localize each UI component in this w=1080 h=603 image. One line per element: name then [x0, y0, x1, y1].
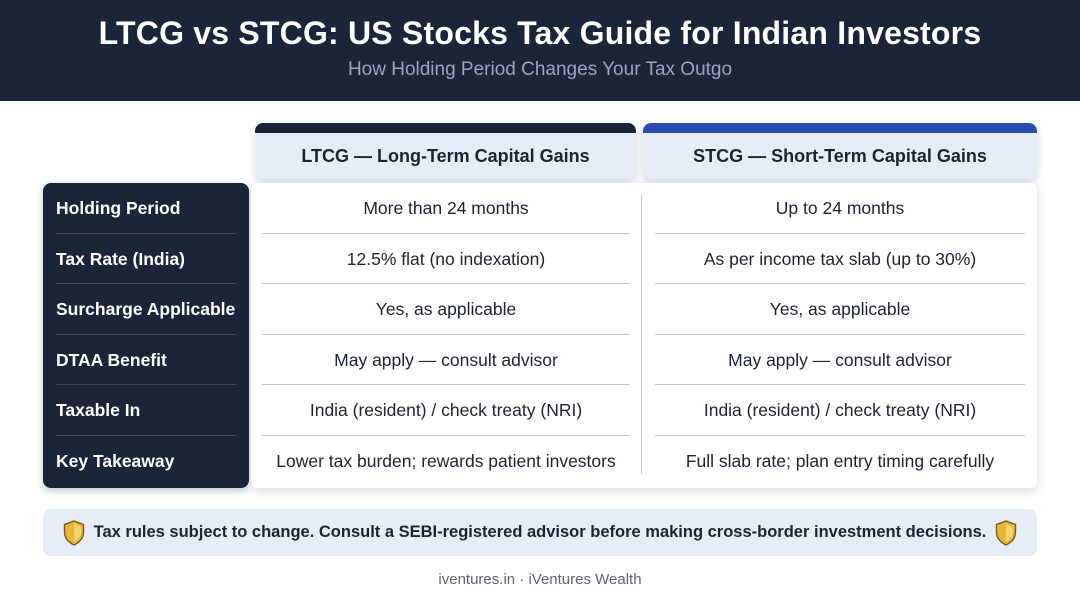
row-label-key-takeaway: Key Takeaway — [56, 450, 175, 471]
shield-icon — [995, 519, 1017, 546]
stcg-column-header: STCG — Short-Term Capital Gains — [643, 123, 1037, 179]
page-title: LTCG vs STCG: US Stocks Tax Guide for In… — [98, 15, 982, 51]
ltcg-cell-holding-period: More than 24 months — [262, 183, 630, 234]
disclaimer-banner: Tax rules subject to change. Consult a S… — [43, 509, 1037, 556]
ltcg-column: More than 24 months 12.5% flat (no index… — [262, 183, 630, 486]
ltcg-cell-taxable-in: India (resident) / check treaty (NRI) — [262, 385, 630, 436]
row-label-dtaa-benefit: DTAA Benefit — [56, 335, 236, 385]
footer-credit: iventures.in · iVentures Wealth — [438, 571, 642, 588]
ltcg-cell-tax-rate: 12.5% flat (no indexation) — [262, 234, 630, 284]
row-label-panel: Holding Period Tax Rate (India) Surcharg… — [43, 183, 249, 488]
ltcg-cell-key-takeaway: Lower tax burden; rewards patient invest… — [276, 450, 616, 471]
row-label-taxable-in: Taxable In — [56, 385, 236, 436]
stcg-column: Up to 24 months As per income tax slab (… — [655, 183, 1025, 486]
row-label-surcharge: Surcharge Applicable — [56, 284, 236, 335]
ltcg-accent-bar — [255, 123, 636, 133]
shield-icon — [63, 519, 85, 546]
stcg-cell-holding-period: Up to 24 months — [655, 183, 1025, 234]
ltcg-column-header: LTCG — Long-Term Capital Gains — [255, 123, 636, 179]
comparison-table: More than 24 months 12.5% flat (no index… — [251, 183, 1037, 488]
page-subtitle: How Holding Period Changes Your Tax Outg… — [347, 59, 733, 80]
page-header: LTCG vs STCG: US Stocks Tax Guide for In… — [0, 0, 1080, 101]
stcg-cell-surcharge: Yes, as applicable — [655, 284, 1025, 335]
stcg-cell-dtaa-benefit: May apply — consult advisor — [655, 335, 1025, 385]
stcg-accent-bar — [643, 123, 1037, 133]
row-label-holding-period: Holding Period — [56, 183, 236, 234]
stcg-column-label: STCG — Short-Term Capital Gains — [693, 145, 987, 166]
stcg-cell-tax-rate: As per income tax slab (up to 30%) — [655, 234, 1025, 284]
stcg-cell-taxable-in: India (resident) / check treaty (NRI) — [655, 385, 1025, 436]
row-label-tax-rate: Tax Rate (India) — [56, 234, 236, 284]
column-divider — [641, 195, 642, 474]
ltcg-cell-dtaa-benefit: May apply — consult advisor — [262, 335, 630, 385]
ltcg-cell-surcharge: Yes, as applicable — [262, 284, 630, 335]
ltcg-column-label: LTCG — Long-Term Capital Gains — [301, 145, 590, 166]
disclaimer-text: Tax rules subject to change. Consult a S… — [93, 523, 987, 541]
stcg-cell-key-takeaway: Full slab rate; plan entry timing carefu… — [685, 450, 995, 471]
